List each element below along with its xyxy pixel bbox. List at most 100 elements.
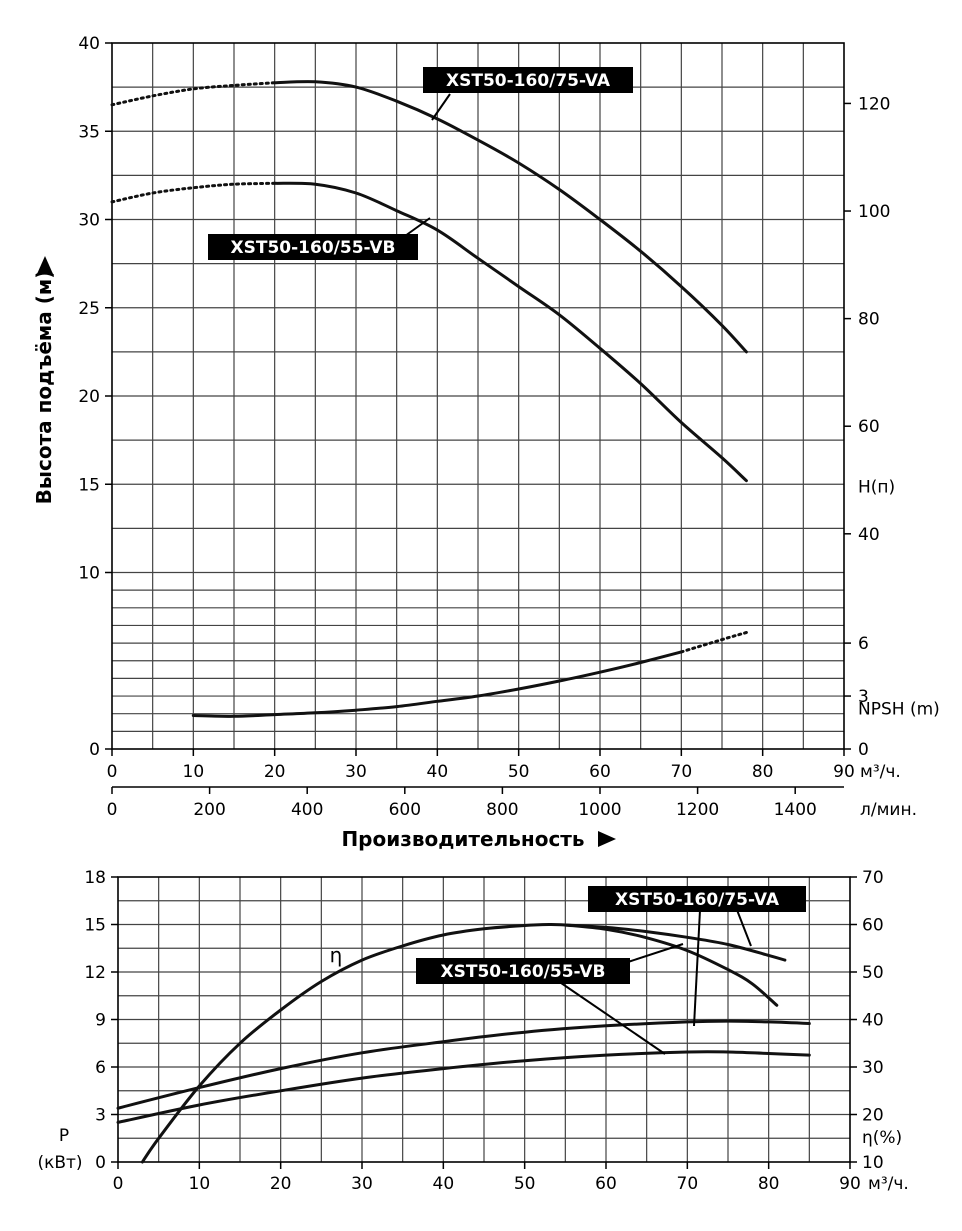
y-tick-label: 3 bbox=[95, 1106, 106, 1126]
secondary-x-tick-label: 800 bbox=[486, 800, 518, 820]
y-right-tick-label: 30 bbox=[862, 1058, 884, 1078]
y-axis-arrow-icon bbox=[37, 256, 53, 274]
model-label-55-vb-text: XST50-160/55-VB bbox=[231, 238, 396, 258]
y-right-tick-label: 50 bbox=[862, 963, 884, 983]
model-label-55-vb-text: XST50-160/55-VB bbox=[441, 962, 606, 982]
x-tick-label: 10 bbox=[183, 762, 205, 782]
x-tick-label: 90 bbox=[839, 1174, 861, 1194]
x-tick-label: 20 bbox=[270, 1174, 292, 1194]
x-tick-label: 0 bbox=[107, 762, 118, 782]
curve-XST50-160/55-VB bbox=[273, 181, 748, 483]
y-tick-label: 0 bbox=[89, 740, 100, 760]
label-leader bbox=[736, 909, 752, 947]
model-label-55-vb: XST50-160/55-VB bbox=[208, 234, 418, 260]
x-tick-label: 60 bbox=[595, 1174, 617, 1194]
model-label-75-va: XST50-160/75-VA bbox=[423, 67, 633, 93]
secondary-x-tick-label: 400 bbox=[291, 800, 323, 820]
x-tick-label: 70 bbox=[671, 762, 693, 782]
model-label-75-va-text: XST50-160/75-VA bbox=[446, 71, 611, 91]
y-right-tick-label: 0 bbox=[858, 740, 869, 760]
model-label-75-va-box bbox=[423, 67, 633, 93]
y-right-axis-label: η(%) bbox=[862, 1128, 902, 1148]
x-axis-arrow-icon bbox=[598, 831, 616, 847]
y-tick-label: 9 bbox=[95, 1011, 106, 1031]
y-tick-label: 40 bbox=[78, 34, 100, 54]
x-tick-label: 90 bbox=[833, 762, 855, 782]
y-right-tick-label: 40 bbox=[862, 1011, 884, 1031]
curve-dotted-XST50-160/75-VA bbox=[110, 81, 277, 107]
x-tick-label: 70 bbox=[677, 1174, 699, 1194]
y-right-tick-label: 60 bbox=[858, 417, 880, 437]
x-tick-label: 20 bbox=[264, 762, 286, 782]
curve-XST50-160/75-VA bbox=[273, 80, 748, 354]
secondary-x-tick-label: 200 bbox=[193, 800, 225, 820]
secondary-x-unit-label: л/мин. bbox=[860, 800, 917, 820]
y-tick-label: 30 bbox=[78, 211, 100, 231]
x-tick-label: 30 bbox=[351, 1174, 373, 1194]
model-label-55-vb-box bbox=[416, 958, 630, 984]
y-right-tick-label: 40 bbox=[858, 525, 880, 545]
y-tick-label: 12 bbox=[84, 963, 106, 983]
x-tick-label: 80 bbox=[758, 1174, 780, 1194]
secondary-x-tick-label: 1400 bbox=[774, 800, 817, 820]
y-tick-label: 25 bbox=[78, 299, 100, 319]
efficiency-symbol-label: η bbox=[330, 943, 343, 967]
label-leader bbox=[627, 943, 684, 963]
secondary-x-tick-label: 600 bbox=[389, 800, 421, 820]
y-tick-label: 0 bbox=[95, 1153, 106, 1173]
y-right-tick-label: 80 bbox=[858, 310, 880, 330]
y-right-tick-label: 20 bbox=[862, 1106, 884, 1126]
x-tick-label: 40 bbox=[433, 1174, 455, 1194]
curve-XST50-160/75-VA bbox=[116, 1019, 811, 1110]
power-efficiency-chart: 0 3 6 9 12 15 18 10 20 30 40 50 60 70 η(%) P (кВт) 0 10 20 3… bbox=[37, 868, 908, 1194]
model-label-75-va-text: XST50-160/75-VA bbox=[615, 890, 780, 910]
x-tick-label: 80 bbox=[752, 762, 774, 782]
y-tick-label: 6 bbox=[95, 1058, 106, 1078]
x-unit-label: м³/ч. bbox=[868, 1174, 909, 1194]
x-axis-title: Производительность bbox=[341, 827, 584, 851]
y-axis-title-unit: (кВт) bbox=[37, 1153, 82, 1173]
model-label-55-vb: XST50-160/55-VB bbox=[416, 958, 630, 984]
y-axis-title-symbol: P bbox=[59, 1126, 69, 1146]
x-tick-label: 50 bbox=[508, 762, 530, 782]
curve-NPSH bbox=[191, 650, 683, 718]
label-leader bbox=[404, 217, 431, 237]
x-tick-label: 50 bbox=[514, 1174, 536, 1194]
x-tick-label: 10 bbox=[189, 1174, 211, 1194]
y-right-axis-label: H(п) bbox=[858, 477, 895, 497]
x-tick-label: 40 bbox=[427, 762, 449, 782]
y-right-tick-label: 70 bbox=[862, 868, 884, 888]
label-leader bbox=[544, 971, 666, 1055]
y-right-tick-label: 10 bbox=[862, 1153, 884, 1173]
model-label-55-vb-box bbox=[208, 234, 418, 260]
secondary-x-tick-label: 0 bbox=[107, 800, 118, 820]
label-leader bbox=[693, 909, 701, 1027]
npsh-tick-label: 3 bbox=[858, 687, 869, 707]
label-leader bbox=[431, 93, 451, 121]
y-tick-label: 18 bbox=[84, 868, 106, 888]
y-tick-label: 35 bbox=[78, 122, 100, 142]
curve-dotted-NPSH bbox=[679, 631, 748, 654]
model-label-75-va: XST50-160/75-VA bbox=[588, 886, 806, 912]
y-right-tick-label: 120 bbox=[858, 94, 890, 114]
y-axis-title: Высота подъёма (м) bbox=[32, 270, 56, 505]
curve-η XST50-160/55-VB bbox=[563, 923, 779, 1007]
y-right-tick-label: 60 bbox=[862, 916, 884, 936]
model-label-75-va-box bbox=[588, 886, 806, 912]
curve-XST50-160/55-VB bbox=[116, 1050, 811, 1124]
secondary-x-tick-label: 1000 bbox=[578, 800, 621, 820]
curve-η XST50-160/75-VA bbox=[140, 922, 787, 1164]
x-tick-label: 60 bbox=[589, 762, 611, 782]
secondary-x-tick-label: 1200 bbox=[676, 800, 719, 820]
x-tick-label: 0 bbox=[113, 1174, 124, 1194]
y-tick-label: 15 bbox=[84, 916, 106, 936]
y-tick-label: 10 bbox=[78, 564, 100, 584]
x-unit-label: м³/ч. bbox=[860, 762, 901, 782]
x-tick-label: 30 bbox=[345, 762, 367, 782]
y-tick-label: 15 bbox=[78, 475, 100, 495]
curve-dotted-XST50-160/55-VB bbox=[110, 181, 277, 204]
y-tick-label: 20 bbox=[78, 387, 100, 407]
npsh-axis-label: NPSH (m) bbox=[858, 699, 940, 719]
